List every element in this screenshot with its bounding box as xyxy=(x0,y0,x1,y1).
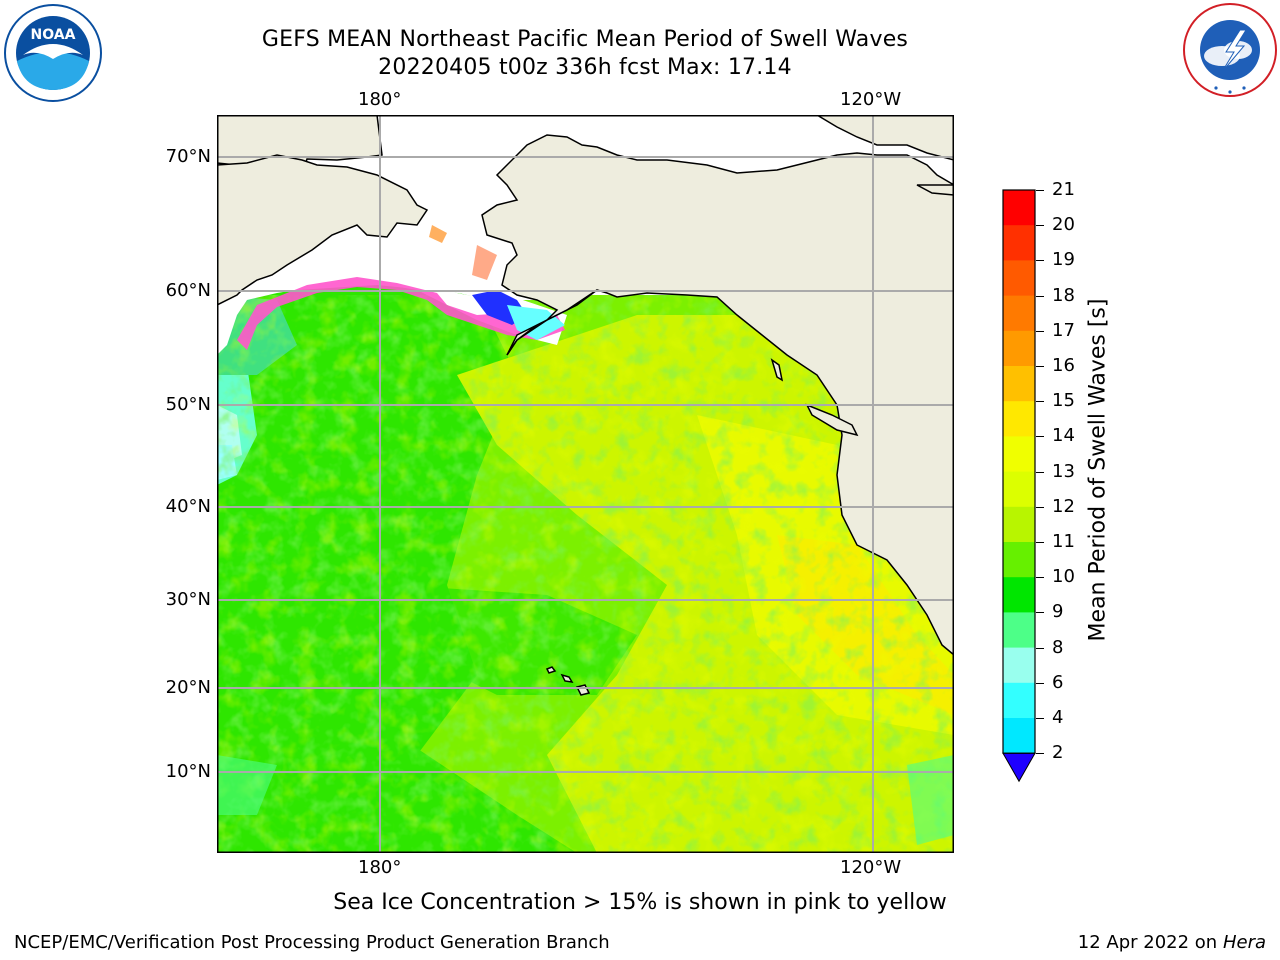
colorbar-outline xyxy=(1002,189,1036,754)
colorbar-tick-mark xyxy=(1036,542,1044,543)
colorbar-label: Mean Period of Swell Waves [s] xyxy=(1085,298,1111,642)
map-canvas xyxy=(217,115,954,853)
colorbar-tick-label: 6 xyxy=(1052,671,1064,693)
colorbar-segment xyxy=(1003,190,1035,226)
lat-label-50n: 50°N xyxy=(165,394,211,415)
footer-credit: NCEP/EMC/Verification Post Processing Pr… xyxy=(14,932,610,953)
colorbar-tick-mark xyxy=(1036,190,1044,191)
top-lon-label-120w: 120°W xyxy=(840,89,902,110)
colorbar-tick-label: 19 xyxy=(1052,249,1075,271)
lat-label-40n: 40°N xyxy=(165,496,211,517)
footer-date: 12 Apr 2022 on Hera xyxy=(1078,932,1266,953)
noaa-logo-graphic: NOAA xyxy=(4,4,102,102)
colorbar-tick-label: 15 xyxy=(1052,390,1075,412)
colorbar-tick-mark xyxy=(1036,471,1044,473)
colorbar-tick-label: 18 xyxy=(1052,284,1075,306)
lat-label-60n: 60°N xyxy=(165,280,211,301)
colorbar-segment xyxy=(1003,682,1035,719)
colorbar-tick-mark xyxy=(1036,295,1044,297)
lat-label-20n: 20°N xyxy=(165,677,211,698)
land xyxy=(217,115,954,696)
colorbar-segment xyxy=(1003,542,1035,578)
colorbar-tick-mark xyxy=(1036,401,1044,403)
bottom-lon-label-180: 180° xyxy=(358,857,402,878)
swell-period-field xyxy=(217,285,954,853)
top-lon-label-180: 180° xyxy=(358,89,402,110)
colorbar-tick-mark xyxy=(1036,260,1044,262)
nws-logo xyxy=(1180,0,1280,104)
colorbar-tick-label: 16 xyxy=(1052,355,1075,376)
noaa-logo: NOAA xyxy=(3,3,103,107)
lat-label-10n: 10°N xyxy=(165,761,211,782)
colorbar-tick-label: 13 xyxy=(1052,460,1075,482)
colorbar-tick-label: 4 xyxy=(1052,707,1064,728)
colorbar-tick-label: 8 xyxy=(1052,636,1064,658)
ice-orange-patch xyxy=(472,245,497,280)
colorbar-tick-label: 10 xyxy=(1052,566,1075,588)
colorbar-segment xyxy=(1003,366,1035,402)
colorbar-tick-mark xyxy=(1036,366,1044,367)
colorbar-tick-mark xyxy=(1036,612,1044,614)
colorbar-tick-mark xyxy=(1036,436,1044,438)
colorbar-tick-mark xyxy=(1036,718,1044,719)
lat-label-70n: 70°N xyxy=(165,146,211,167)
colorbar-tick-label: 9 xyxy=(1052,601,1064,623)
ice-cyan-patch xyxy=(507,305,565,340)
colorbar-tick-label: 2 xyxy=(1052,742,1064,764)
bottom-lon-label-120w: 120°W xyxy=(840,857,902,878)
colorbar-tick-label: 14 xyxy=(1052,425,1075,447)
colorbar-segment xyxy=(1003,225,1035,261)
alaska-peninsula-coast xyxy=(506,289,598,356)
map-border xyxy=(217,115,954,853)
noaa-logo-text: NOAA xyxy=(31,27,76,43)
colorbar-segment xyxy=(1003,718,1035,754)
colorbar-tick-mark xyxy=(1036,506,1044,508)
ice-orange-patch-3 xyxy=(429,225,447,243)
colorbar xyxy=(1002,189,1036,783)
colorbar-segment xyxy=(1003,577,1035,613)
footer-date-text: 12 Apr 2022 on xyxy=(1077,932,1223,953)
colorbar-segment xyxy=(1003,436,1035,473)
colorbar-segment xyxy=(1003,330,1035,367)
footer-host: Hera xyxy=(1222,932,1266,953)
lat-label-30n: 30°N xyxy=(165,589,211,610)
colorbar-segment xyxy=(1003,471,1035,508)
colorbar-tick-mark xyxy=(1036,682,1044,684)
colorbar-tick-label: 21 xyxy=(1052,179,1075,200)
colorbar-segment xyxy=(1003,612,1035,649)
colorbar-segment xyxy=(1003,647,1035,684)
colorbar-segment xyxy=(1003,295,1035,332)
sea-ice-note: Sea Ice Concentration > 15% is shown in … xyxy=(333,890,947,915)
colorbar-segment xyxy=(1003,401,1035,437)
colorbar-tick-label: 12 xyxy=(1052,495,1075,517)
chart-title: GEFS MEAN Northeast Pacific Mean Period … xyxy=(261,27,909,52)
graticule xyxy=(217,115,954,853)
colorbar-tick-mark xyxy=(1036,647,1044,649)
chart-subtitle: 20220405 t00z 336h fcst Max: 17.14 xyxy=(378,55,792,80)
map-panel xyxy=(217,115,954,853)
colorbar-tick-mark xyxy=(1036,577,1044,579)
colorbar-tick-mark xyxy=(1036,753,1044,755)
colorbar-tick-label: 11 xyxy=(1052,531,1075,552)
colorbar-tick-mark xyxy=(1036,330,1044,332)
colorbar-segment xyxy=(1003,260,1035,297)
colorbar-segment xyxy=(1003,506,1035,543)
colorbar-tick-mark xyxy=(1036,225,1044,227)
colorbar-tick-label: 17 xyxy=(1052,319,1075,341)
colorbar-tick-label: 20 xyxy=(1052,214,1075,236)
nws-logo-graphic xyxy=(1183,3,1277,97)
colorbar-extend-arrow xyxy=(1002,752,1036,783)
